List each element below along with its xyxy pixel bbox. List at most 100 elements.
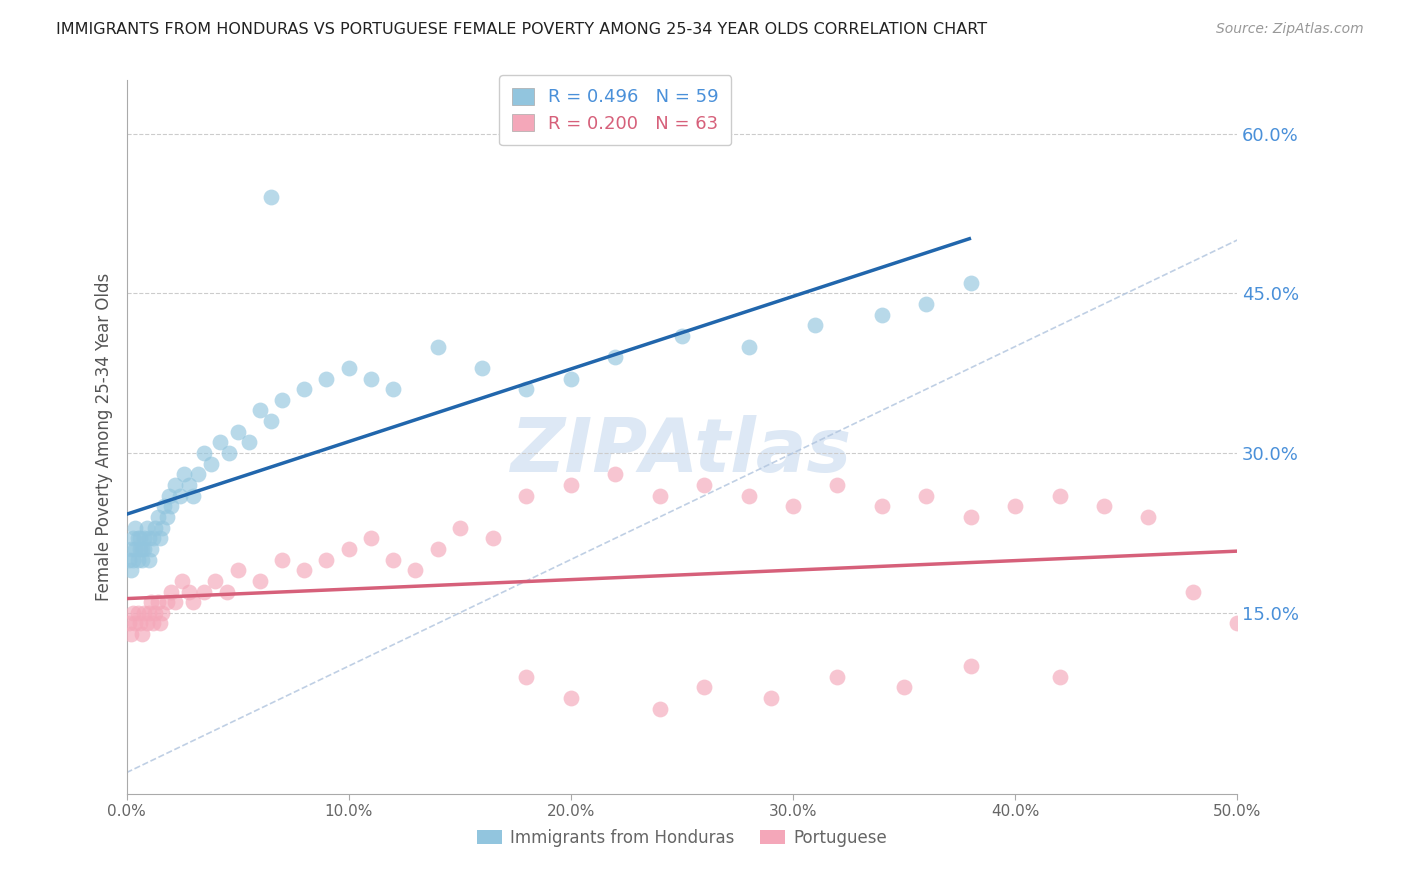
Point	[187, 467, 209, 482]
Point	[127, 531, 149, 545]
Point	[149, 531, 172, 545]
Point	[146, 595, 169, 609]
Point	[145, 606, 167, 620]
Point	[1049, 670, 1071, 684]
Point	[118, 552, 141, 566]
Point	[404, 563, 426, 577]
Point	[1181, 584, 1204, 599]
Point	[120, 541, 142, 556]
Point	[648, 489, 671, 503]
Point	[238, 435, 260, 450]
Point	[292, 382, 315, 396]
Point	[173, 467, 195, 482]
Point	[315, 552, 337, 566]
Point	[172, 574, 194, 588]
Point	[215, 584, 238, 599]
Point	[959, 659, 981, 673]
Point	[782, 500, 804, 514]
Point	[127, 606, 149, 620]
Point	[382, 552, 405, 566]
Point	[135, 616, 157, 631]
Point	[515, 670, 537, 684]
Point	[249, 574, 271, 588]
Point	[157, 489, 180, 503]
Point	[120, 627, 142, 641]
Point	[482, 531, 505, 545]
Point	[160, 584, 183, 599]
Text: IMMIGRANTS FROM HONDURAS VS PORTUGUESE FEMALE POVERTY AMONG 25-34 YEAR OLDS CORR: IMMIGRANTS FROM HONDURAS VS PORTUGUESE F…	[56, 22, 987, 37]
Point	[138, 531, 160, 545]
Point	[737, 489, 759, 503]
Point	[249, 403, 271, 417]
Point	[131, 541, 153, 556]
Point	[648, 701, 671, 715]
Point	[120, 563, 142, 577]
Point	[150, 606, 173, 620]
Point	[1049, 489, 1071, 503]
Point	[671, 329, 693, 343]
Point	[134, 606, 156, 620]
Point	[515, 382, 537, 396]
Point	[1092, 500, 1115, 514]
Point	[337, 360, 360, 375]
Point	[135, 520, 157, 534]
Point	[153, 500, 176, 514]
Point	[155, 510, 177, 524]
Point	[181, 489, 204, 503]
Point	[128, 541, 150, 556]
Point	[124, 541, 146, 556]
Point	[426, 340, 449, 354]
Point	[165, 595, 187, 609]
Point	[226, 563, 249, 577]
Point	[915, 297, 938, 311]
Point	[292, 563, 315, 577]
Point	[1226, 616, 1249, 631]
Point	[160, 500, 183, 514]
Point	[134, 541, 156, 556]
Point	[155, 595, 177, 609]
Point	[193, 446, 215, 460]
Point	[145, 520, 167, 534]
Point	[360, 531, 382, 545]
Point	[560, 371, 582, 385]
Text: ZIPAtlas: ZIPAtlas	[512, 415, 852, 488]
Text: Source: ZipAtlas.com: Source: ZipAtlas.com	[1216, 22, 1364, 37]
Point	[759, 691, 782, 706]
Point	[150, 520, 173, 534]
Point	[693, 478, 716, 492]
Point	[1004, 500, 1026, 514]
Point	[515, 489, 537, 503]
Point	[605, 350, 627, 364]
Point	[560, 478, 582, 492]
Point	[177, 584, 200, 599]
Point	[177, 478, 200, 492]
Point	[226, 425, 249, 439]
Point	[165, 478, 187, 492]
Point	[870, 500, 893, 514]
Point	[426, 541, 449, 556]
Point	[193, 584, 215, 599]
Point	[169, 489, 191, 503]
Point	[360, 371, 382, 385]
Point	[146, 510, 169, 524]
Point	[693, 681, 716, 695]
Point	[138, 606, 160, 620]
Point	[315, 371, 337, 385]
Point	[139, 595, 162, 609]
Point	[122, 531, 145, 545]
Point	[118, 616, 141, 631]
Point	[260, 414, 283, 428]
Point	[915, 489, 938, 503]
Legend: Immigrants from Honduras, Portuguese: Immigrants from Honduras, Portuguese	[471, 822, 893, 854]
Point	[271, 392, 294, 407]
Point	[128, 616, 150, 631]
Point	[337, 541, 360, 556]
Point	[827, 478, 849, 492]
Point	[893, 681, 915, 695]
Point	[131, 627, 153, 641]
Point	[471, 360, 494, 375]
Point	[870, 308, 893, 322]
Point	[124, 520, 146, 534]
Point	[131, 552, 153, 566]
Point	[204, 574, 226, 588]
